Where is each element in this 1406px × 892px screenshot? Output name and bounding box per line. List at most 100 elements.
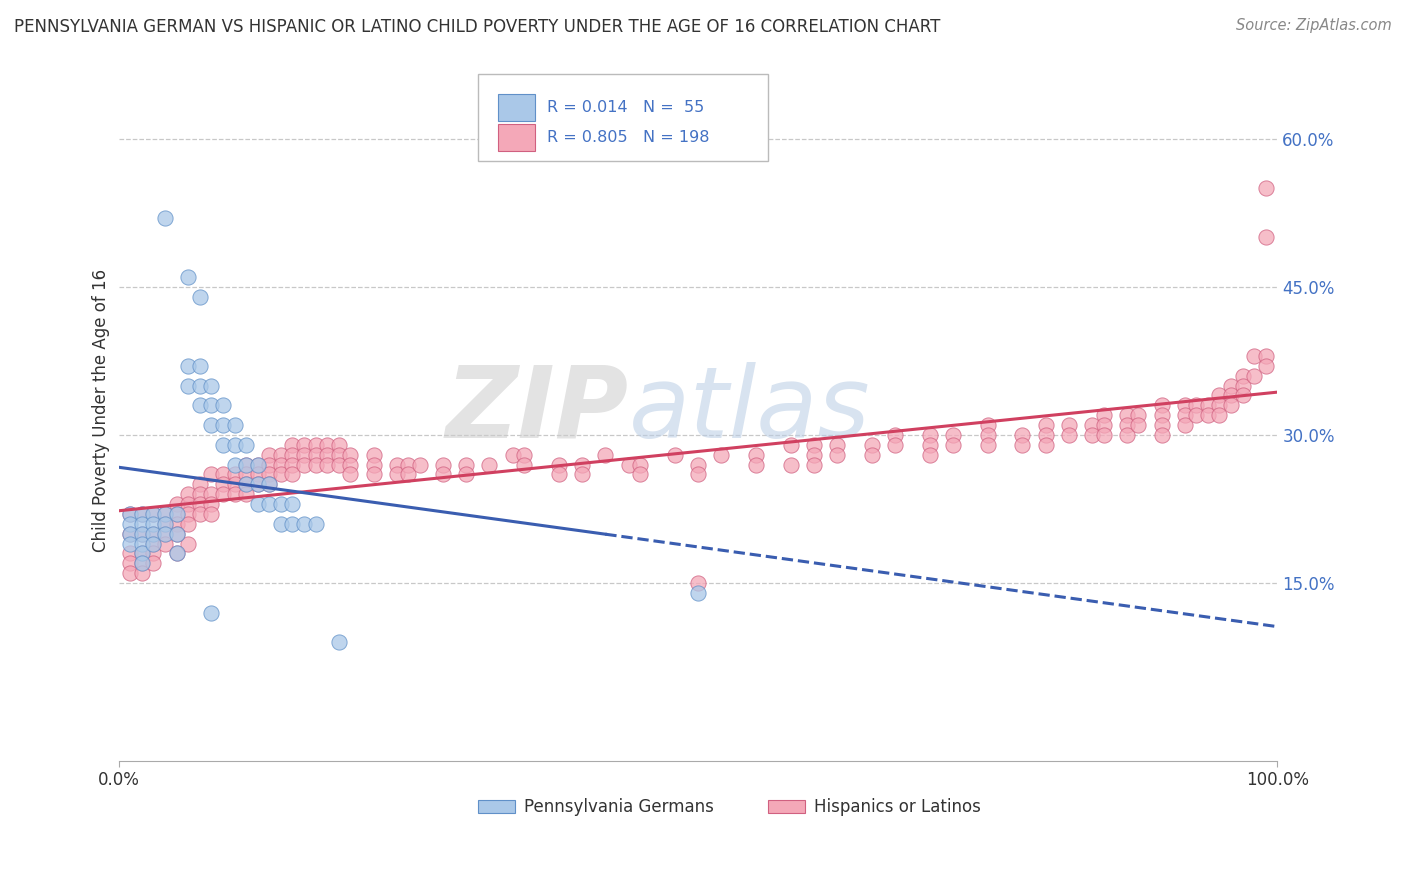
Point [200,398,222,412]
Point [339,467,361,482]
Point [259,477,281,491]
Point [142,507,165,521]
Point [1254,230,1277,244]
Point [1115,418,1137,433]
Text: R = 0.014   N =  55: R = 0.014 N = 55 [547,100,704,115]
Point [120,526,142,541]
Point [686,467,709,482]
Point [710,448,733,462]
Point [305,448,328,462]
Point [142,557,165,571]
Point [1254,181,1277,195]
Point [153,536,176,550]
Point [200,418,222,433]
Point [1185,408,1208,422]
Point [235,477,257,491]
Point [1115,408,1137,422]
Point [188,477,211,491]
Point [316,458,339,472]
Point [142,526,165,541]
Point [131,526,153,541]
Point [1174,398,1197,412]
Point [142,526,165,541]
Point [166,526,188,541]
Point [131,566,153,581]
Point [779,458,801,472]
Point [432,467,454,482]
Point [177,507,200,521]
Point [246,497,269,511]
Point [686,586,709,600]
Point [884,428,907,442]
Point [270,516,292,531]
Point [131,507,153,521]
Point [120,526,142,541]
Point [1057,428,1080,442]
Point [363,467,385,482]
Point [281,497,304,511]
Point [281,458,304,472]
Point [200,507,222,521]
Point [131,557,153,571]
Point [246,458,269,472]
Point [1092,428,1115,442]
Point [142,546,165,560]
Point [224,438,246,452]
Point [153,526,176,541]
Point [1220,378,1243,392]
Bar [498,124,534,151]
Point [1220,398,1243,412]
Point [571,458,593,472]
Point [259,497,281,511]
Point [513,448,536,462]
Point [224,477,246,491]
Point [188,290,211,304]
Point [212,477,235,491]
Point [292,448,315,462]
Point [1232,368,1254,383]
Point [745,458,768,472]
Point [918,428,941,442]
Point [177,378,200,392]
Point [166,526,188,541]
Text: R = 0.805   N = 198: R = 0.805 N = 198 [547,130,710,145]
Point [200,378,222,392]
Point [281,516,304,531]
Point [1197,408,1219,422]
Point [200,497,222,511]
Point [328,438,350,452]
Point [548,467,571,482]
Point [259,448,281,462]
Point [502,448,524,462]
Point [1254,349,1277,363]
Point [153,211,176,225]
Point [942,438,965,452]
Point [1081,428,1104,442]
Point [860,438,883,452]
Point [628,458,651,472]
Point [259,467,281,482]
Point [617,458,640,472]
Point [1254,359,1277,373]
Point [595,448,617,462]
Point [305,438,328,452]
Point [177,516,200,531]
Point [259,458,281,472]
Y-axis label: Child Poverty Under the Age of 16: Child Poverty Under the Age of 16 [93,268,110,552]
Point [1185,398,1208,412]
Point [363,458,385,472]
Point [200,606,222,620]
Point [246,458,269,472]
Point [1174,408,1197,422]
Point [478,458,501,472]
FancyBboxPatch shape [478,74,768,161]
Point [548,458,571,472]
Point [1092,408,1115,422]
Point [153,507,176,521]
Point [1092,418,1115,433]
Point [1150,418,1173,433]
Point [409,458,432,472]
Point [628,467,651,482]
Point [745,448,768,462]
Point [259,477,281,491]
